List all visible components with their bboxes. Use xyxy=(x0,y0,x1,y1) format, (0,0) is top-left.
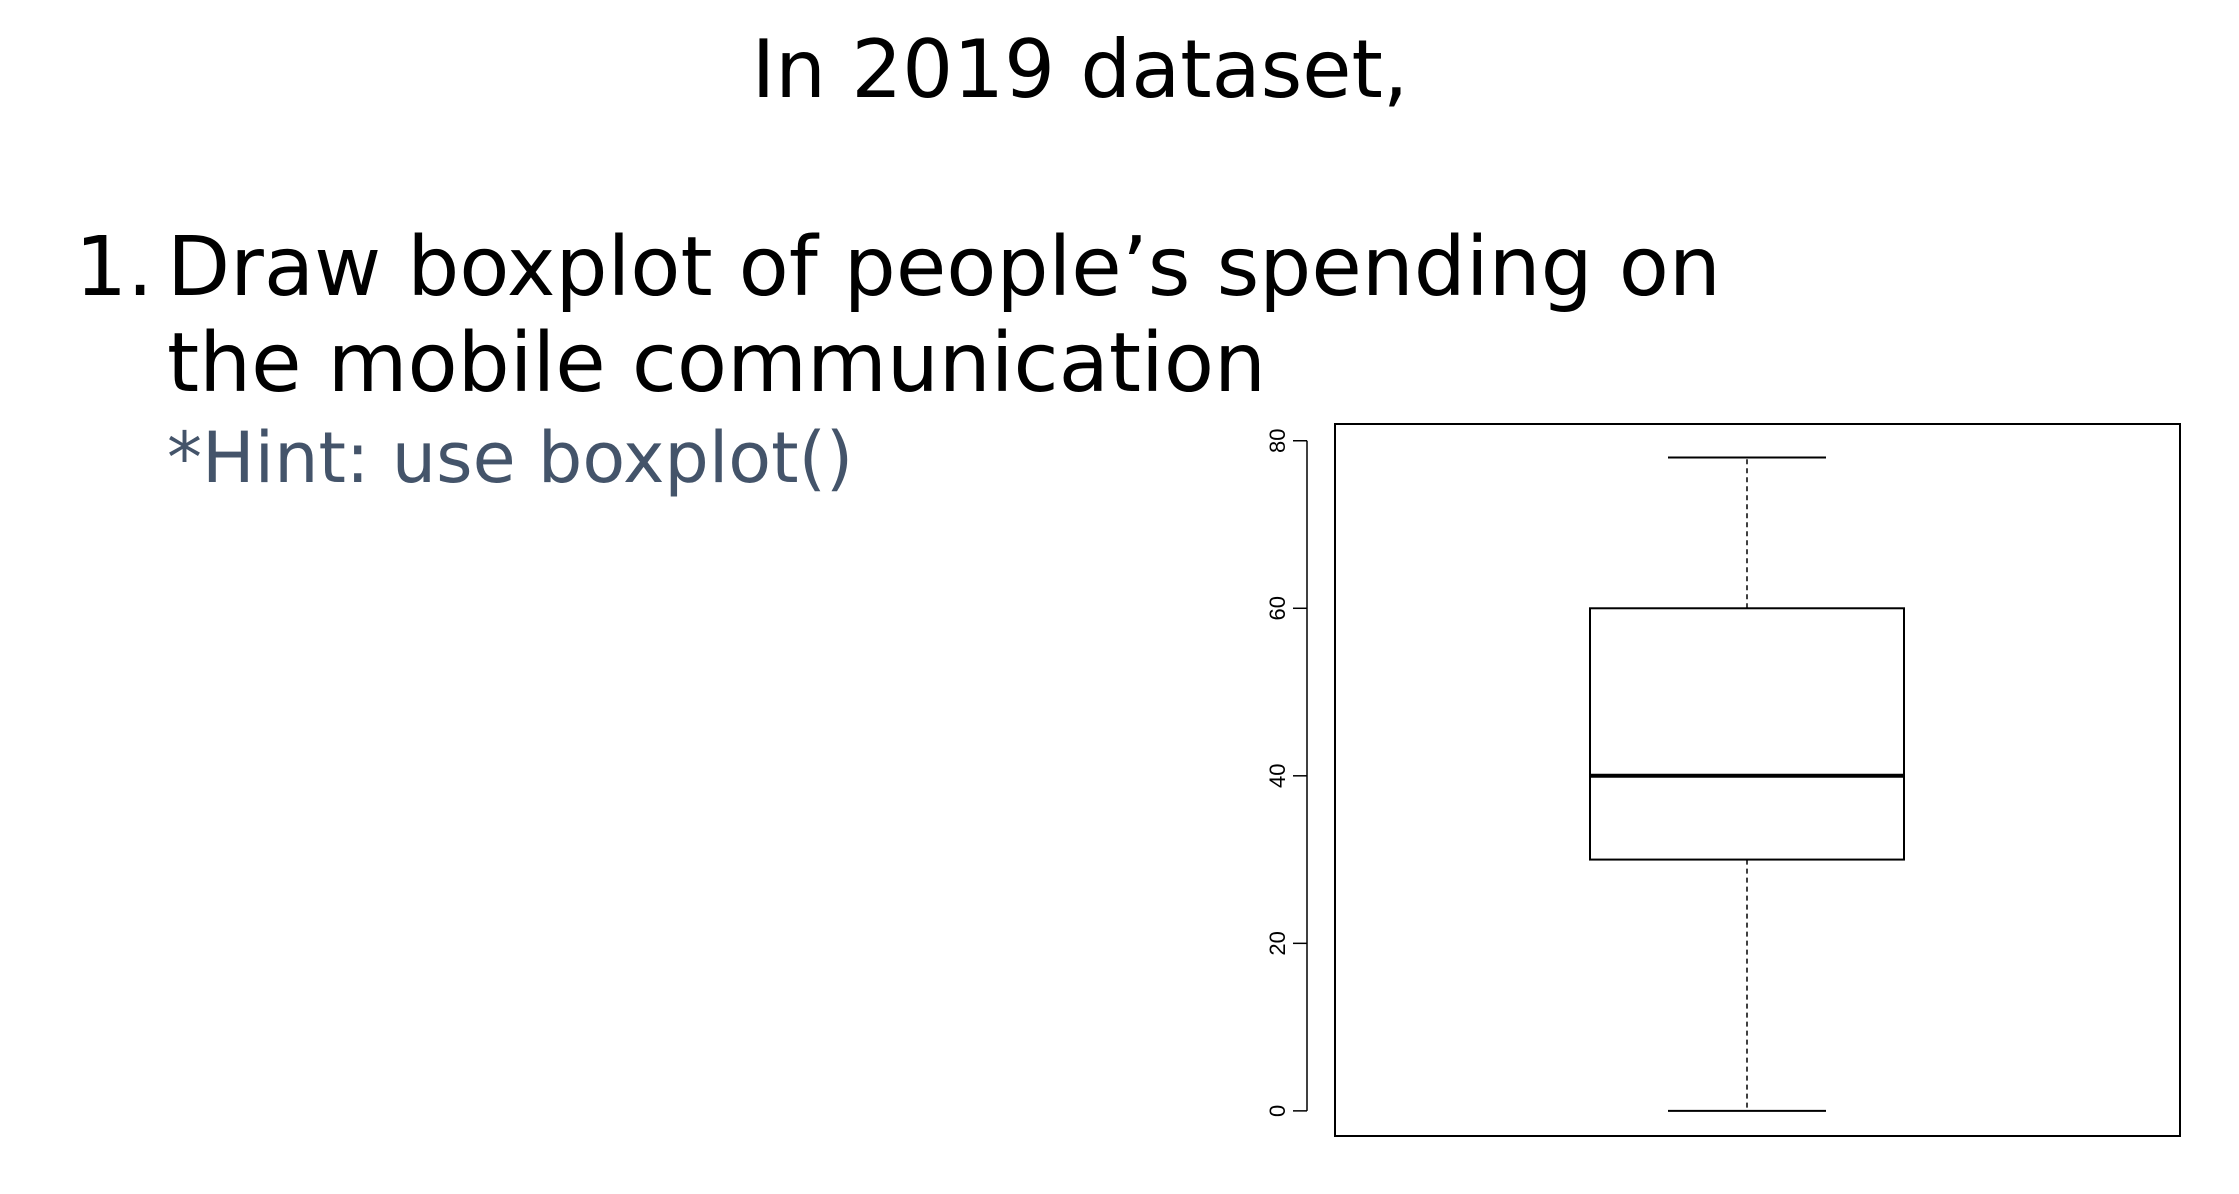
iqr-box xyxy=(1589,607,1905,861)
y-tick-label-1: 20 xyxy=(1265,931,1290,955)
task-hint: *Hint: use boxplot() xyxy=(167,417,854,499)
y-tick-label-3: 60 xyxy=(1265,596,1290,620)
task-item-line-1: Draw boxplot of people’s spending on xyxy=(167,220,1721,315)
task-item-number: 1. xyxy=(75,220,154,315)
y-tick-label-2: 40 xyxy=(1265,764,1290,788)
boxplot-chart: 0 20 40 60 80 xyxy=(1240,400,2200,1180)
task-item-line-2: the mobile communication xyxy=(167,316,1266,411)
task-item-text: Draw boxplot of people’s spending on the… xyxy=(167,220,1721,412)
plot-frame xyxy=(1334,423,2181,1137)
boxplot-svg: 0 20 40 60 80 xyxy=(1265,423,2181,1137)
slide-title: In 2019 dataset, xyxy=(751,23,1409,116)
y-tick-label-4: 80 xyxy=(1265,429,1290,453)
y-tick-label-0: 0 xyxy=(1265,1105,1290,1117)
